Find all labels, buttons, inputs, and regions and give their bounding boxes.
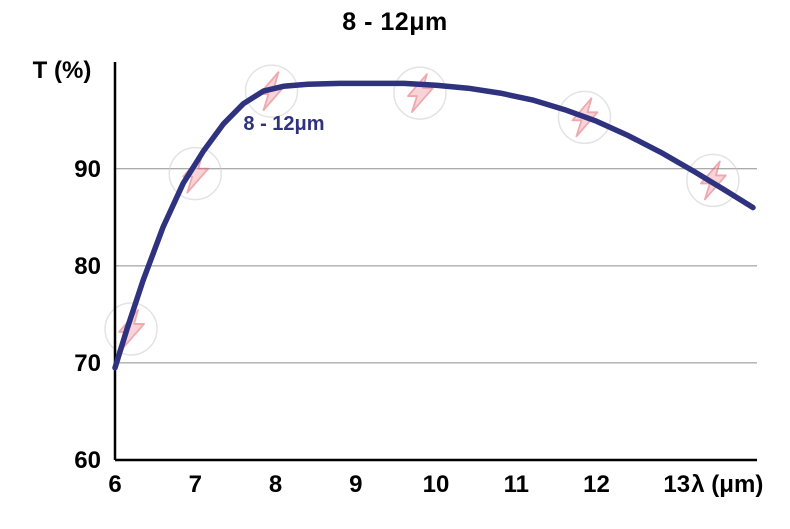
- watermark-circle: [557, 90, 612, 145]
- x-tick-label: 13: [663, 471, 690, 498]
- watermark-circle: [168, 146, 222, 201]
- y-tick-label: 80: [74, 253, 101, 280]
- watermark-logo-icon: [393, 66, 447, 120]
- series-annotation: 8 - 12μm: [243, 113, 324, 135]
- watermark-bolt-icon: [182, 153, 210, 194]
- y-tick-label: 60: [74, 447, 101, 474]
- series-line: [112, 80, 756, 371]
- x-tick-label: 11: [504, 471, 529, 498]
- y-tick-label: 70: [74, 350, 101, 377]
- watermark-circle: [686, 153, 740, 208]
- y-tick-label: 90: [74, 156, 101, 183]
- y-axis-label: T (%): [33, 57, 92, 84]
- watermark-circle: [244, 64, 299, 118]
- chart-title: 8 - 12μm: [342, 8, 448, 36]
- x-axis-label: λ (μm): [691, 471, 763, 498]
- watermark-bolt-icon: [407, 73, 434, 113]
- watermark-circle: [393, 66, 447, 120]
- watermark-logo-icon: [168, 146, 222, 201]
- x-tick-label: 12: [583, 471, 610, 498]
- watermark-circle: [104, 302, 158, 356]
- x-tick-label: 10: [423, 471, 450, 498]
- x-tick-label: 6: [108, 471, 121, 498]
- x-tick-label: 7: [189, 471, 202, 498]
- x-tick-label: 9: [349, 471, 362, 498]
- x-tick-label: 8: [269, 471, 282, 498]
